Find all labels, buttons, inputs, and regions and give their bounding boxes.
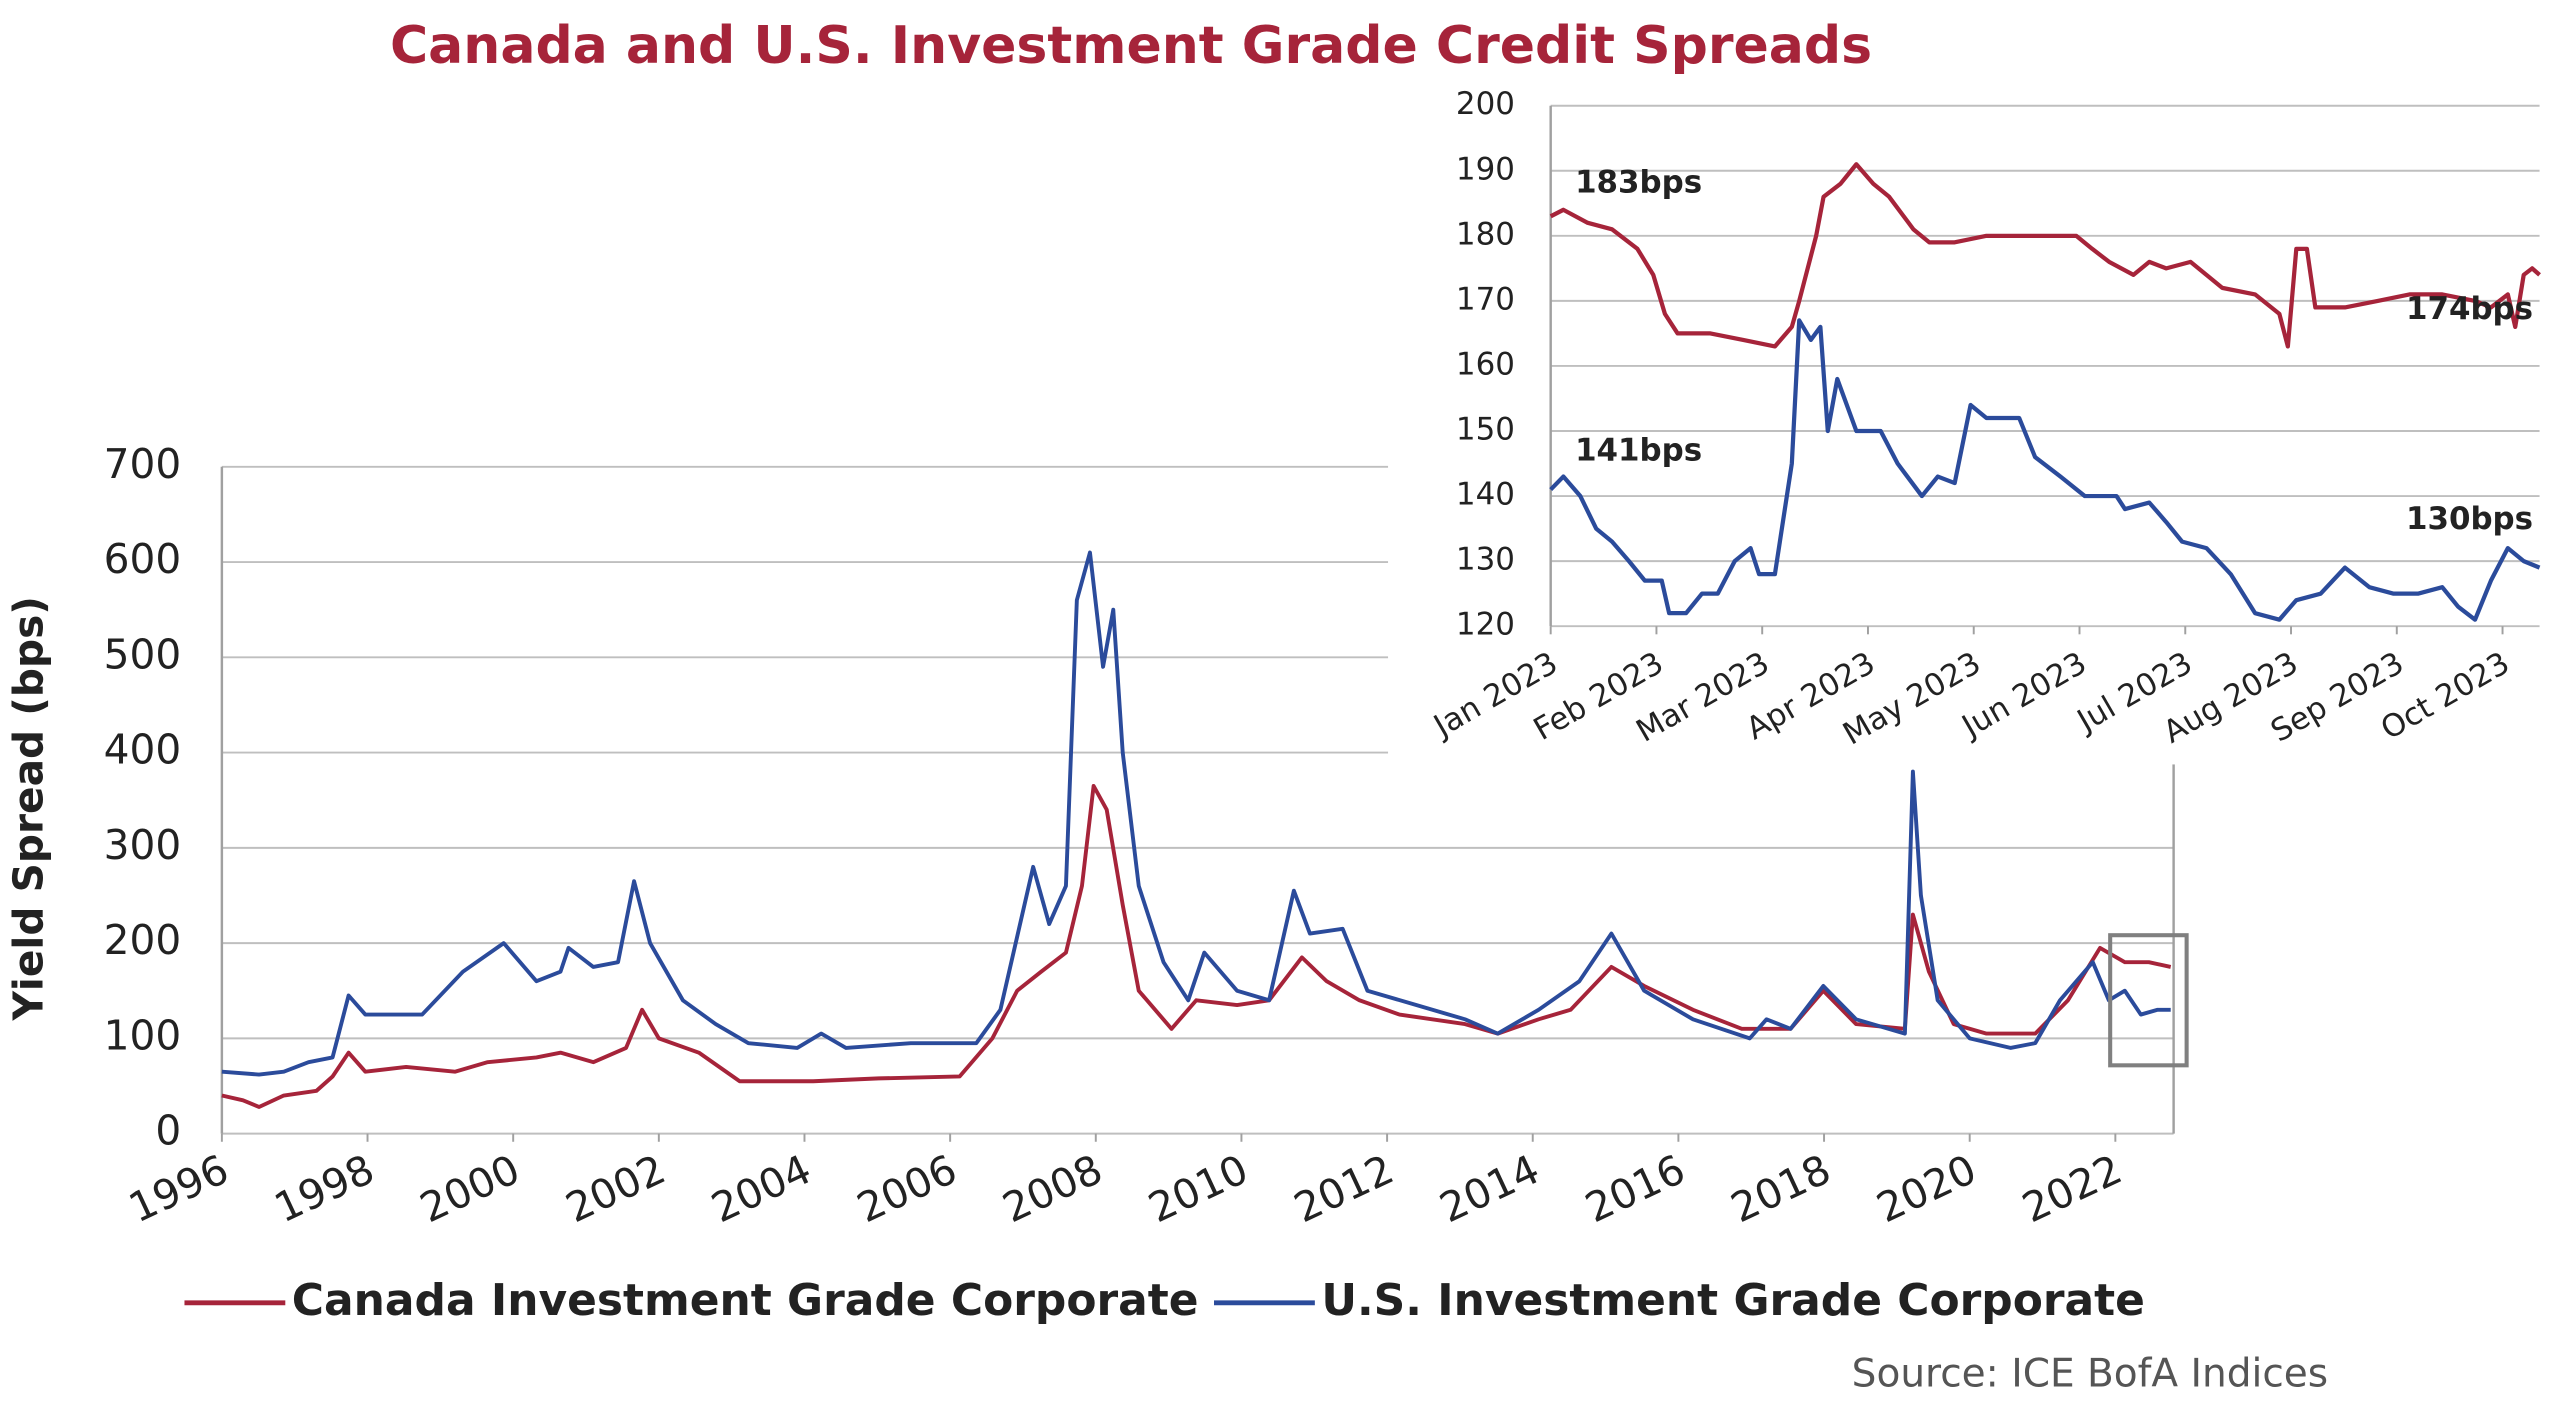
legend-label: Canada Investment Grade Corporate bbox=[292, 1275, 1199, 1326]
series-line bbox=[1549, 318, 2541, 622]
x-tick-label: 2014 bbox=[1432, 1145, 1546, 1232]
x-tick-label: 2010 bbox=[1141, 1145, 1255, 1232]
y-tick-label: 150 bbox=[1456, 412, 1515, 448]
x-tick-label: 2008 bbox=[995, 1145, 1109, 1232]
y-tick-label: 500 bbox=[104, 630, 182, 678]
y-tick-label: 400 bbox=[104, 726, 182, 774]
x-tick-label: 2018 bbox=[1724, 1145, 1838, 1232]
x-tick-label: 2006 bbox=[850, 1145, 964, 1232]
series-line bbox=[221, 783, 2172, 1109]
x-tick-label: 2000 bbox=[413, 1145, 527, 1232]
y-tick-label: 200 bbox=[104, 916, 182, 964]
y-tick-label: 300 bbox=[104, 821, 182, 869]
legend: Canada Investment Grade Corporate U.S. In… bbox=[184, 1275, 2145, 1326]
x-tick-label: 2022 bbox=[2015, 1145, 2129, 1232]
x-tick-label: 2002 bbox=[559, 1145, 673, 1232]
x-tick-label: 1998 bbox=[267, 1145, 381, 1232]
x-tick-label: 2016 bbox=[1578, 1145, 1692, 1232]
annotation: 130bps bbox=[2406, 501, 2533, 537]
series-line bbox=[221, 550, 2171, 1077]
y-tick-label: 700 bbox=[104, 440, 182, 488]
annotation: 174bps bbox=[2406, 291, 2533, 327]
y-axis-label: Yield Spread (bps) bbox=[5, 596, 53, 1021]
x-tick-label: 2004 bbox=[704, 1145, 818, 1232]
annotation: 141bps bbox=[1575, 433, 1702, 469]
y-tick-label: 180 bbox=[1456, 216, 1515, 252]
y-tick-label: 130 bbox=[1456, 542, 1515, 578]
y-tick-label: 200 bbox=[1456, 86, 1515, 122]
x-tick-label: 2020 bbox=[1869, 1145, 1983, 1232]
y-tick-label: 100 bbox=[104, 1011, 182, 1059]
series-line bbox=[1549, 162, 2541, 349]
x-tick-label: 1996 bbox=[122, 1145, 236, 1232]
y-tick-label: 0 bbox=[155, 1107, 181, 1155]
y-tick-label: 190 bbox=[1456, 151, 1515, 187]
y-tick-label: 170 bbox=[1456, 281, 1515, 317]
y-tick-label: 160 bbox=[1456, 346, 1515, 382]
legend-label: U.S. Investment Grade Corporate bbox=[1321, 1275, 2145, 1326]
chart-title: Canada and U.S. Investment Grade Credit … bbox=[390, 16, 1872, 76]
highlight-box bbox=[2108, 933, 2189, 1068]
annotation: 183bps bbox=[1575, 164, 1702, 200]
y-tick-label: 120 bbox=[1456, 607, 1515, 643]
source-note: Source: ICE BofA Indices bbox=[1852, 1351, 2328, 1396]
y-tick-label: 140 bbox=[1456, 477, 1515, 513]
x-tick-label: 2012 bbox=[1287, 1145, 1401, 1232]
y-tick-label: 600 bbox=[104, 535, 182, 583]
